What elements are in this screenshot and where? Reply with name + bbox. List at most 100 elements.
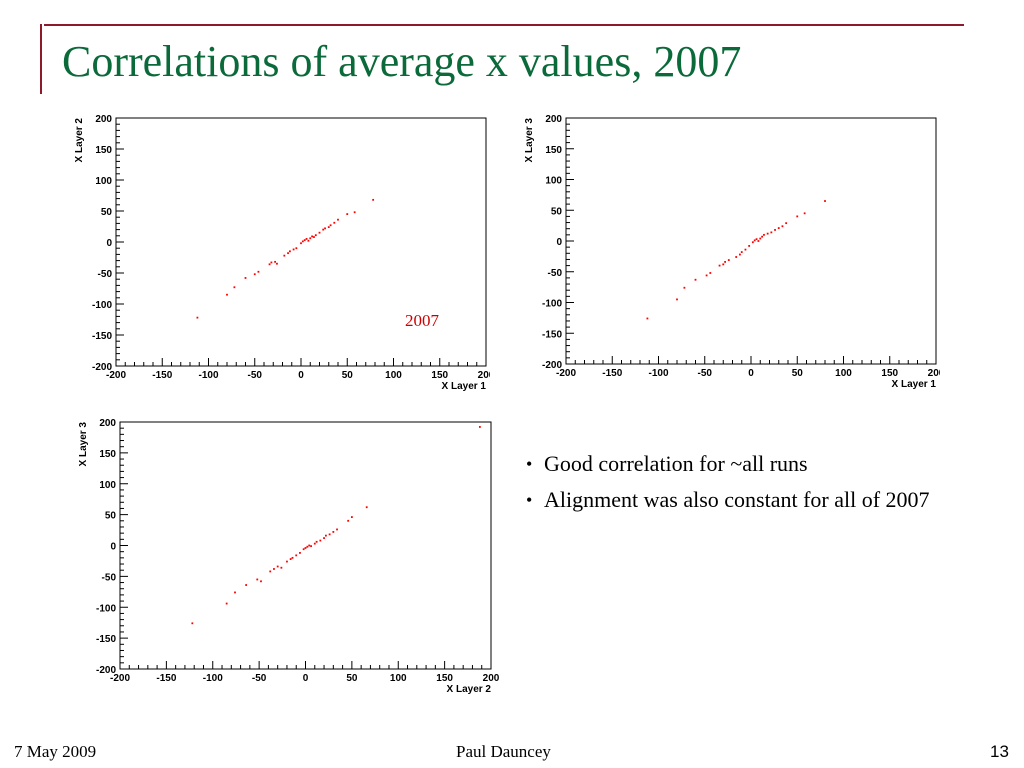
x-tick-label: 0 — [303, 673, 309, 684]
data-point — [292, 248, 295, 251]
data-point — [289, 558, 292, 560]
x-tick-label: -100 — [203, 673, 223, 684]
data-point — [646, 317, 649, 320]
data-point — [295, 554, 298, 557]
data-point — [273, 568, 275, 570]
y-axis-label: X Layer 2 — [74, 118, 85, 163]
data-point — [306, 545, 309, 548]
y-tick-label: 200 — [95, 114, 112, 125]
scatter-layer1-vs-layer3-svg: -200 -150 -100 -50 0 50 100 150 200 -200 -150 -100 -… — [524, 114, 940, 390]
data-point — [333, 221, 336, 224]
data-point — [225, 602, 228, 605]
data-point — [244, 277, 247, 279]
data-point — [303, 239, 306, 242]
x-tick-label: -150 — [156, 673, 176, 684]
data-point — [307, 239, 310, 242]
bullet-list: Good correlation for ~all runs Alignment… — [524, 450, 964, 522]
data-point — [322, 228, 325, 231]
data-point — [755, 238, 758, 241]
y-tick-label: 0 — [106, 238, 112, 249]
y-tick-label: -50 — [98, 269, 113, 280]
data-point — [308, 544, 311, 547]
data-point — [196, 316, 199, 319]
frame-top-line — [44, 24, 964, 26]
y-tick-label: -100 — [96, 603, 116, 614]
data-point — [315, 540, 318, 543]
data-point — [191, 622, 194, 625]
data-point — [761, 235, 763, 238]
data-point — [280, 566, 283, 569]
x-tick-label: 200 — [478, 370, 490, 381]
scatter-layer1-vs-layer3: -200 -150 -100 -50 0 50 100 150 200 -200 -150 -100 -… — [520, 108, 940, 394]
data-point — [256, 578, 259, 581]
data-point — [350, 516, 353, 518]
data-point — [705, 274, 708, 277]
x-tick-label: -200 — [110, 673, 130, 684]
y-tick-label: -150 — [96, 634, 116, 645]
data-point — [337, 218, 339, 221]
y-tick-label: 50 — [101, 207, 113, 218]
y-tick-label: -200 — [92, 362, 112, 373]
scatter-layer2-vs-layer3-svg: -200 -150 -100 -50 0 50 100 150 200 -200 -150 -100 -… — [78, 418, 499, 695]
x-tick-label: 150 — [881, 368, 898, 379]
y-tick-label: 100 — [545, 176, 562, 187]
x-axis-label: X Layer 1 — [442, 381, 487, 392]
data-point — [478, 426, 481, 428]
y-axis-label: X Layer 3 — [78, 422, 89, 467]
data-point — [372, 198, 375, 201]
data-point — [727, 259, 730, 261]
data-point — [269, 570, 272, 573]
data-point — [735, 256, 738, 258]
x-tick-label: -200 — [106, 370, 126, 381]
data-point — [289, 250, 291, 253]
data-point — [347, 519, 350, 522]
data-point — [295, 247, 298, 250]
data-point — [796, 215, 799, 218]
x-tick-label: -50 — [698, 368, 713, 379]
plot-area — [565, 117, 937, 365]
data-point — [304, 547, 307, 549]
y-tick-label: 100 — [95, 176, 112, 187]
data-point — [323, 537, 325, 539]
y-tick-label: 200 — [545, 114, 562, 125]
y-tick-label: 0 — [110, 542, 116, 553]
data-point — [245, 584, 248, 586]
data-point — [233, 286, 236, 289]
data-point — [311, 235, 313, 238]
x-tick-label: 0 — [298, 370, 304, 381]
y-tick-label: -150 — [92, 331, 112, 342]
data-point — [332, 531, 335, 533]
y-tick-label: -50 — [102, 572, 117, 583]
x-axis-label: X Layer 2 — [447, 684, 492, 695]
data-point — [276, 565, 279, 568]
data-point — [270, 261, 273, 264]
y-tick-label: -200 — [542, 360, 562, 371]
data-point — [744, 248, 747, 251]
data-point — [329, 224, 332, 227]
bullet-item: Alignment was also constant for all of 2… — [524, 486, 964, 514]
plot-area — [115, 117, 487, 367]
data-point — [286, 560, 288, 563]
y-tick-label: -150 — [542, 329, 562, 340]
data-point — [770, 231, 773, 234]
data-point — [824, 200, 826, 202]
x-tick-label: 50 — [346, 673, 358, 684]
data-point — [234, 591, 236, 594]
data-point — [253, 273, 256, 276]
data-point — [336, 528, 338, 531]
x-tick-label: 150 — [436, 673, 453, 684]
data-point — [766, 232, 769, 235]
scatter-layer1-vs-layer2: -200 -150 -100 -50 0 50 100 150 200 -200 -150 -100 -… — [70, 108, 490, 394]
y-tick-label: -100 — [542, 299, 562, 310]
data-point — [318, 231, 321, 234]
data-point — [748, 245, 751, 247]
x-tick-label: 200 — [483, 673, 499, 684]
data-point — [763, 233, 765, 236]
x-tick-label: 100 — [835, 368, 852, 379]
data-point — [319, 539, 322, 542]
data-point — [694, 278, 697, 281]
scatter-layer1-vs-layer2-svg: -200 -150 -100 -50 0 50 100 150 200 -200 -150 -100 -… — [74, 114, 490, 392]
footer-author: Paul Dauncey — [456, 742, 551, 761]
year-annotation: 2007 — [405, 311, 440, 330]
data-point — [257, 270, 260, 273]
